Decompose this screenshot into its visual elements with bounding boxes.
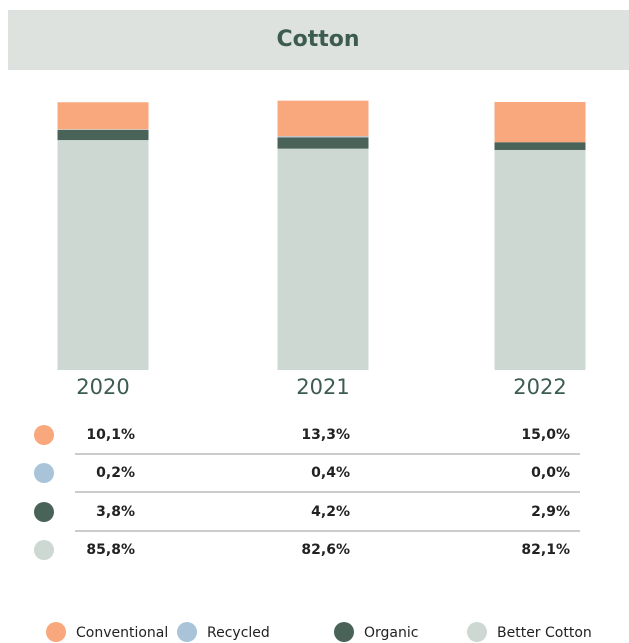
table-value: 0,4% [311, 465, 350, 481]
bar-segment [494, 142, 586, 150]
table-value: 82,1% [521, 542, 570, 558]
bar-segment [494, 102, 586, 143]
legend-label: Recycled [207, 625, 270, 641]
legend-swatch [177, 622, 197, 642]
legend-swatch [467, 622, 487, 642]
table-value: 2,9% [531, 504, 570, 520]
table-value: 0,0% [531, 465, 570, 481]
legend-swatch [46, 622, 66, 642]
bar-segment [277, 137, 369, 149]
legend-label: Organic [364, 625, 418, 641]
bar-segment [57, 129, 149, 141]
bar-segment [57, 102, 149, 130]
table-value: 82,6% [301, 542, 350, 558]
chart-title: Cotton [276, 27, 359, 52]
table-value: 3,8% [96, 504, 135, 520]
table-value: 85,8% [86, 542, 135, 558]
table-value: 15,0% [521, 427, 570, 443]
bar-segment [277, 148, 369, 370]
bar-segment [494, 149, 586, 370]
bar-segment [277, 100, 369, 137]
table-value: 0,2% [96, 465, 135, 481]
row-swatch [34, 463, 54, 483]
x-tick-label: 2020 [76, 375, 129, 399]
row-swatch [34, 540, 54, 560]
table-value: 13,3% [301, 427, 350, 443]
bar-segment [57, 140, 149, 370]
row-swatch [34, 502, 54, 522]
x-tick-label: 2022 [513, 375, 566, 399]
x-tick-label: 2021 [296, 375, 349, 399]
title-band [8, 10, 629, 70]
legend-label: Better Cotton [497, 625, 592, 641]
row-swatch [34, 425, 54, 445]
legend-label: Conventional [76, 625, 168, 641]
table-value: 10,1% [86, 427, 135, 443]
bar-segment [277, 136, 369, 138]
bar-segment [57, 129, 149, 130]
table-value: 4,2% [311, 504, 350, 520]
legend-swatch [334, 622, 354, 642]
